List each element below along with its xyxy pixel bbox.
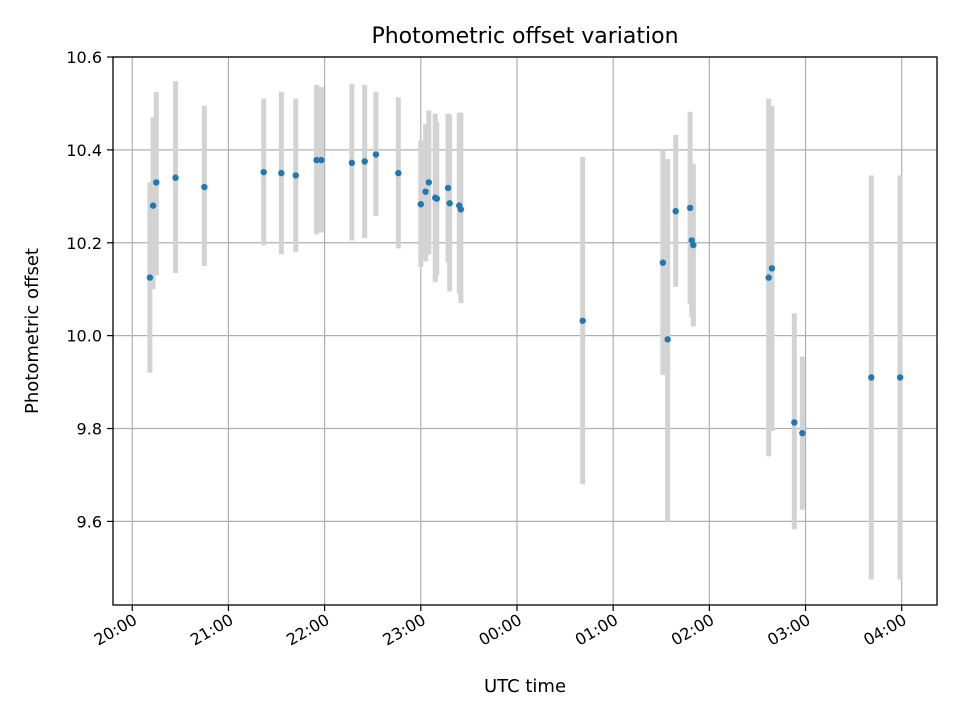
data-point xyxy=(768,265,776,272)
data-point xyxy=(348,159,356,167)
data-point xyxy=(446,200,453,207)
x-tick-label: 01:00 xyxy=(572,610,621,650)
data-point xyxy=(422,188,429,195)
data-point xyxy=(672,207,679,215)
y-tick-label: 10.6 xyxy=(66,48,102,67)
x-tick-label: 20:00 xyxy=(91,610,140,650)
data-point xyxy=(579,317,586,324)
x-tick-label: 21:00 xyxy=(187,610,236,650)
data-points xyxy=(146,151,904,437)
x-axis-ticks: 20:00 21:00 22:00 23:00 00:00 01:00 02:00 03:00… xyxy=(91,605,910,650)
y-tick-label: 10.4 xyxy=(66,141,102,160)
x-tick-label: 04:00 xyxy=(860,610,909,650)
data-point xyxy=(313,156,320,164)
data-point xyxy=(799,429,806,437)
data-point xyxy=(260,168,267,176)
y-axis-label: Photometric offset xyxy=(22,248,43,414)
plot-frame xyxy=(112,56,938,606)
x-tick-label: 23:00 xyxy=(379,610,428,650)
data-point xyxy=(791,419,798,426)
data-point xyxy=(292,172,299,179)
data-point xyxy=(444,184,452,192)
data-point xyxy=(868,374,875,381)
x-tick-label: 02:00 xyxy=(668,610,717,650)
y-tick-label: 10.2 xyxy=(66,234,102,253)
x-tick-label: 00:00 xyxy=(476,610,525,650)
x-axis-label: UTC time xyxy=(484,676,566,697)
data-point xyxy=(361,158,368,165)
x-tick-label: 03:00 xyxy=(764,610,813,650)
data-point xyxy=(896,374,904,381)
data-point xyxy=(659,259,667,266)
x-grid xyxy=(131,57,903,605)
x-tick-label: 22:00 xyxy=(283,610,332,650)
y-axis-ticks: 9.6 9.8 10.0 10.2 10.4 10.6 xyxy=(66,48,113,531)
data-point xyxy=(372,151,380,158)
data-point xyxy=(686,204,694,212)
data-point xyxy=(433,195,441,202)
data-point xyxy=(457,206,465,213)
data-point xyxy=(149,202,157,209)
data-point xyxy=(395,169,402,177)
data-point xyxy=(172,174,179,181)
y-tick-label: 9.6 xyxy=(77,512,102,531)
y-tick-label: 10.0 xyxy=(66,327,102,346)
data-point xyxy=(664,336,671,343)
data-point xyxy=(201,183,208,191)
data-point xyxy=(146,274,154,281)
data-point xyxy=(417,201,424,208)
data-point xyxy=(318,156,325,164)
error-bars xyxy=(147,81,903,580)
y-tick-label: 9.8 xyxy=(77,420,102,439)
data-point xyxy=(278,169,285,177)
y-grid xyxy=(113,56,937,523)
data-point xyxy=(425,179,433,186)
data-point xyxy=(690,241,697,249)
chart-title: Photometric offset variation xyxy=(371,24,678,49)
data-point xyxy=(765,274,772,281)
data-point xyxy=(153,179,160,186)
